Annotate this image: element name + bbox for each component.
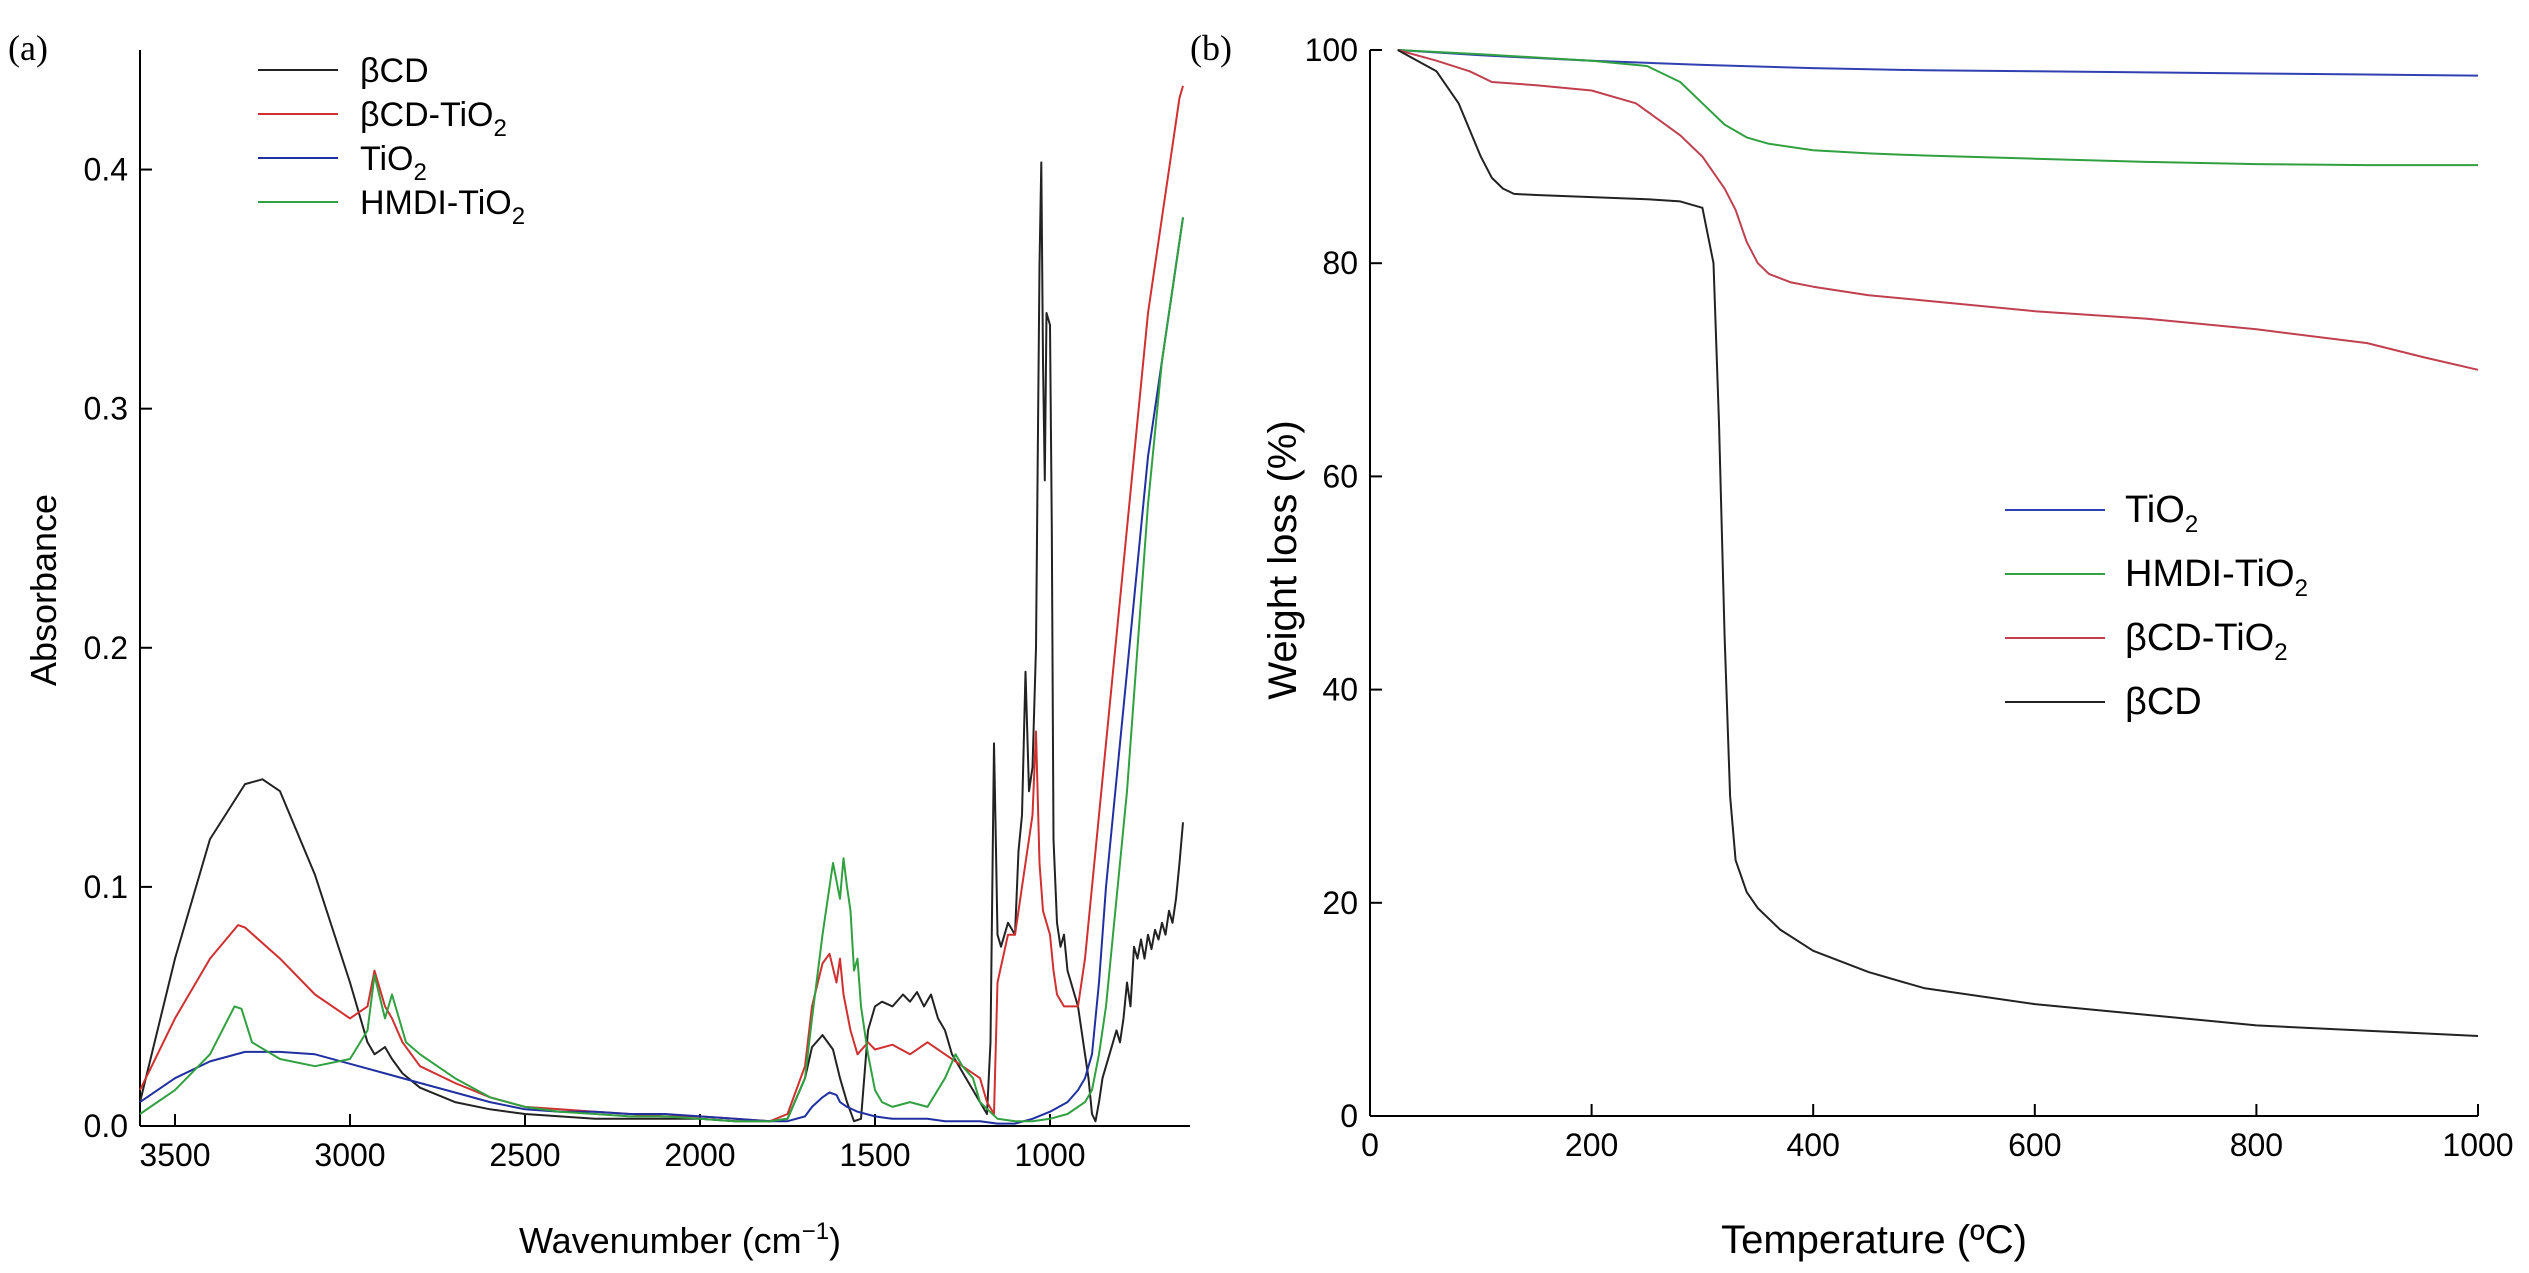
panel-a-label: (a) bbox=[8, 28, 48, 68]
panel-b-y-tick-label: 60 bbox=[1322, 458, 1358, 494]
panel-b-chart: (b) 0 200 400 600 800 1000 0 20 40 60 80 100 TiO2 HM… bbox=[1190, 28, 2514, 1262]
panel-a-y-axis-label: Absorbance bbox=[23, 494, 64, 686]
panel-a-x-axis-label: Wavenumber (cm−1) bbox=[519, 1218, 841, 1261]
panel-a-axes: 3500 3000 2500 2000 1500 1000 0.0 0.1 0.2 0.3 0.4 bbox=[84, 50, 1190, 1173]
panel-b-y-tick-label: 40 bbox=[1322, 672, 1358, 708]
panel-b-legend: TiO2 HMDI-TiO2 βCD-TiO2 βCD bbox=[2005, 489, 2308, 723]
panel-b-series--cd-tio2 bbox=[1397, 49, 2479, 371]
panel-b-y-tick-label: 80 bbox=[1322, 245, 1358, 281]
panel-a-legend-label: βCD-TiO2 bbox=[360, 96, 507, 142]
panel-a-x-tick-label: 2500 bbox=[489, 1137, 560, 1173]
panel-a-y-tick-label: 0.0 bbox=[84, 1108, 128, 1144]
panel-a-y-tick-label: 0.2 bbox=[84, 630, 128, 666]
panel-a-series-group bbox=[139, 85, 1184, 1125]
panel-b-legend-label: βCD bbox=[2125, 681, 2202, 723]
panel-a-x-axis-label-sup: −1 bbox=[802, 1218, 829, 1245]
panel-b-y-axis-label: Weight loss (%) bbox=[1261, 420, 1305, 699]
panel-a-x-axis-label-tail: ) bbox=[829, 1220, 841, 1261]
panel-a-legend-label: βCD bbox=[360, 52, 429, 90]
panel-b-x-tick-label: 0 bbox=[1361, 1127, 1379, 1163]
panel-a-chart: (a) 3500 3000 2500 2000 1500 1000 0.0 0.1 0.2 0.3… bbox=[8, 28, 1190, 1261]
panel-b-label: (b) bbox=[1190, 28, 1232, 68]
panel-b-x-axis-label: Temperature (ºC) bbox=[1721, 1218, 2027, 1262]
panel-b-series--cd bbox=[1397, 49, 2479, 1037]
panel-b-series-hmdi-tio2 bbox=[1397, 49, 2478, 167]
panel-b-y-tick-label: 0 bbox=[1340, 1098, 1358, 1134]
panel-b-x-tick-label: 1000 bbox=[2442, 1127, 2513, 1163]
panel-a-x-tick-label: 1500 bbox=[839, 1137, 910, 1173]
panel-b-x-tick-label: 400 bbox=[1787, 1127, 1840, 1163]
panel-b-series-group bbox=[1397, 49, 2479, 1037]
panel-a-series--cd-tio2 bbox=[139, 85, 1184, 1123]
panel-a-series-hmdi-tio2 bbox=[139, 217, 1184, 1123]
panel-b-y-tick-label: 20 bbox=[1322, 885, 1358, 921]
panel-b-axes: 0 200 400 600 800 1000 0 20 40 60 80 100 bbox=[1305, 32, 2514, 1163]
panel-a-y-tick-label: 0.1 bbox=[84, 869, 128, 905]
panel-a-y-tick-label: 0.3 bbox=[84, 391, 128, 427]
panel-a-x-axis-label-main: Wavenumber (cm bbox=[519, 1220, 802, 1261]
panel-b-legend-label: HMDI-TiO2 bbox=[2125, 553, 2308, 602]
panel-a-legend-label: HMDI-TiO2 bbox=[360, 184, 525, 230]
panel-b-legend-label: TiO2 bbox=[2125, 489, 2198, 538]
panel-b-legend-label: βCD-TiO2 bbox=[2125, 617, 2288, 666]
panel-b-x-tick-label: 800 bbox=[2230, 1127, 2283, 1163]
panel-b-x-tick-label: 600 bbox=[2008, 1127, 2061, 1163]
panel-a-x-tick-label: 3500 bbox=[139, 1137, 210, 1173]
panel-a-x-tick-label: 1000 bbox=[1014, 1137, 1085, 1173]
panel-a-y-tick-label: 0.4 bbox=[84, 152, 128, 188]
panel-a-x-tick-label: 3000 bbox=[314, 1137, 385, 1173]
panel-b-x-tick-label: 200 bbox=[1565, 1127, 1618, 1163]
panel-b-series-tio2 bbox=[1397, 49, 2479, 77]
panel-a-series-tio2 bbox=[139, 217, 1184, 1125]
panel-a-x-tick-label: 2000 bbox=[664, 1137, 735, 1173]
panel-a-legend-label: TiO2 bbox=[360, 140, 427, 186]
panel-a-series--cd bbox=[139, 161, 1184, 1123]
panel-b-y-tick-label: 100 bbox=[1305, 32, 1358, 68]
